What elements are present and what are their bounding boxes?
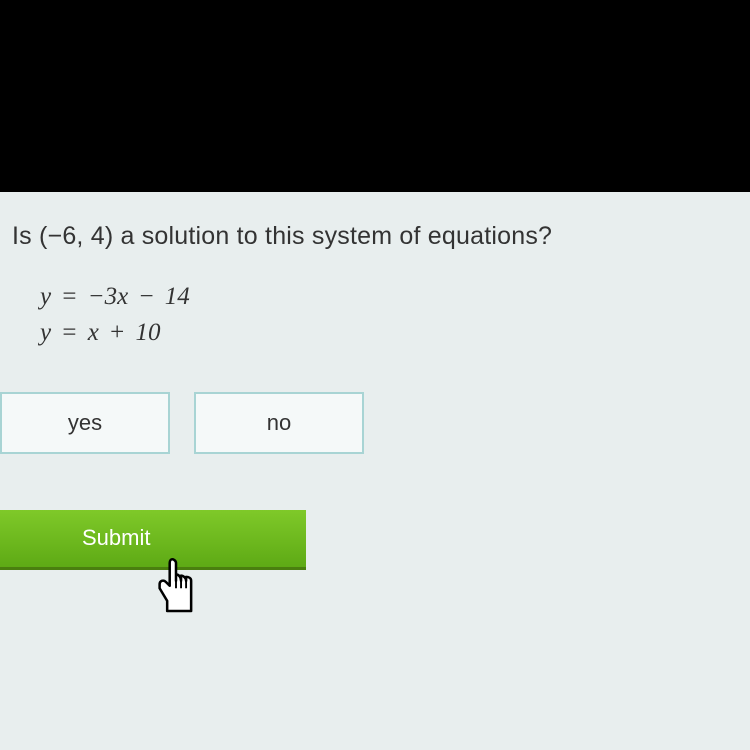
content-area: Is (−6, 4) a solution to this system of … <box>0 192 750 750</box>
eq2-equals: = <box>57 319 81 346</box>
question-text: Is (−6, 4) a solution to this system of … <box>12 222 750 251</box>
equation-1: y = −3x − 14 <box>40 279 750 315</box>
equation-2: y = x + 10 <box>40 315 750 351</box>
answer-options: yes no <box>12 392 750 454</box>
eq1-term2: 14 <box>165 283 190 310</box>
equations-block: y = −3x − 14 y = x + 10 <box>40 279 750 352</box>
top-black-bar <box>0 0 750 192</box>
eq2-term1: x <box>88 319 99 346</box>
no-button[interactable]: no <box>194 392 364 454</box>
submit-wrap: Submit <box>0 510 750 570</box>
eq1-op: − <box>134 283 158 310</box>
eq1-left: y <box>40 283 51 310</box>
submit-button[interactable]: Submit <box>0 510 306 570</box>
eq1-term1: −3x <box>88 283 128 310</box>
yes-button[interactable]: yes <box>0 392 170 454</box>
eq2-term2: 10 <box>135 319 160 346</box>
eq2-op: + <box>105 319 129 346</box>
eq1-equals: = <box>57 283 81 310</box>
eq2-left: y <box>40 319 51 346</box>
